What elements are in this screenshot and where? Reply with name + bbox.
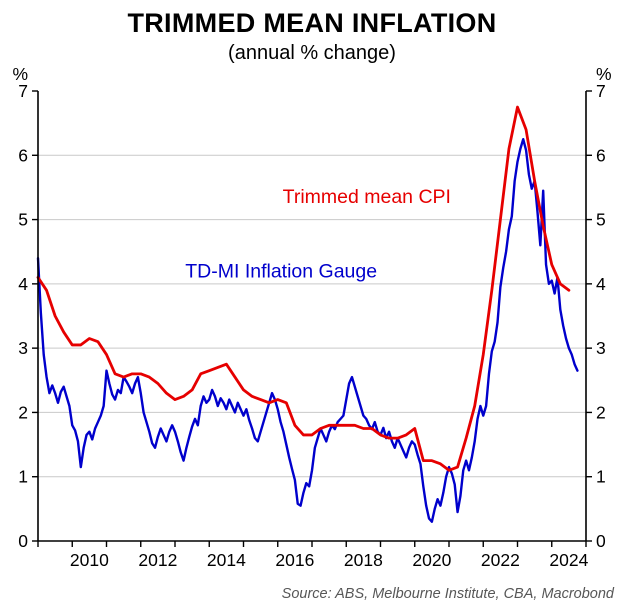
x-axis-label: 2012 [138, 550, 177, 570]
x-axis-label: 2016 [275, 550, 314, 570]
y-axis-label-left: 6 [18, 145, 28, 165]
chart-title: TRIMMED MEAN INFLATION [127, 8, 497, 38]
y-axis-label-right: 4 [596, 274, 606, 294]
y-axis-label-right: 3 [596, 338, 606, 358]
x-axis-label: 2020 [412, 550, 451, 570]
y-axis-label-left: 1 [18, 467, 28, 487]
y-axis-label-right: 5 [596, 210, 606, 230]
x-axis-label: 2014 [207, 550, 246, 570]
annotation-trimmed-mean-cpi-label: Trimmed mean CPI [283, 186, 451, 208]
y-axis-label-left: 3 [18, 338, 28, 358]
y-axis-label-right: 6 [596, 145, 606, 165]
source-attribution: Source: ABS, Melbourne Institute, CBA, M… [281, 586, 614, 602]
y-axis-label-left: 5 [18, 210, 28, 230]
series-lines [36, 105, 579, 523]
y-axis-label-left: 4 [18, 274, 28, 294]
y-axis-label-right: 7 [596, 81, 606, 101]
x-axis-label: 2010 [70, 550, 109, 570]
series-annotations: Trimmed mean CPI TD-MI Inflation Gauge [185, 186, 451, 283]
axis-ticks [32, 90, 592, 547]
y-axis-unit-left: % [12, 65, 28, 84]
y-axis-label-right: 1 [596, 467, 606, 487]
chart-subtitle: (annual % change) [228, 42, 396, 64]
y-axis-label-left: 2 [18, 402, 28, 422]
series-td-mi-inflation-gauge [36, 138, 579, 523]
y-axis-label-left: 7 [18, 81, 28, 101]
annotation-td-mi-gauge-label: TD-MI Inflation Gauge [185, 260, 377, 282]
axis-labels: 0 0 1 1 2 2 3 3 4 4 5 5 6 6 7 7% % 2010 2012 2014 2016 2018 20… [12, 65, 611, 570]
x-axis-label: 2022 [481, 550, 520, 570]
y-axis-label-right: 0 [596, 531, 606, 551]
chart-canvas: 0 0 1 1 2 2 3 3 4 4 5 5 6 6 7 7% % 2010 2012 2014 2016 2018 20… [12, 65, 611, 570]
y-axis-label-left: 0 [18, 531, 28, 551]
y-axis-label-right: 2 [596, 402, 606, 422]
y-axis-unit-right: % [596, 65, 612, 84]
series-trimmed-mean-cpi [36, 105, 571, 472]
grid-lines [38, 154, 586, 478]
x-axis-label: 2024 [549, 550, 588, 570]
x-axis-label: 2018 [344, 550, 383, 570]
